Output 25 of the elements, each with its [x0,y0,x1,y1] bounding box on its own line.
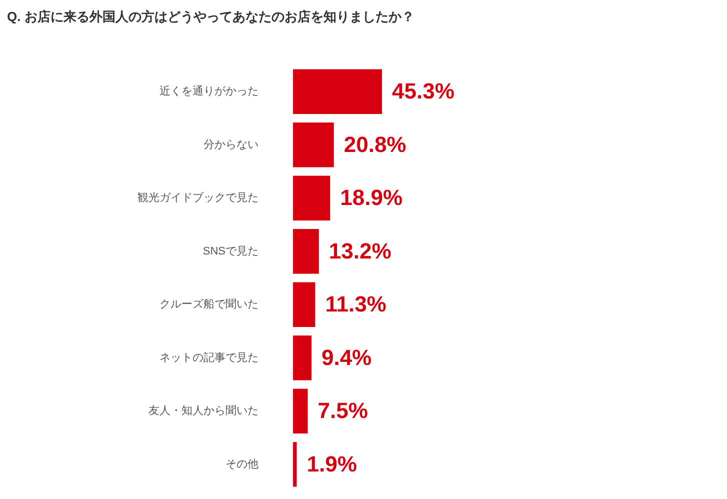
bar [293,442,297,487]
bar [293,336,312,380]
bar [293,388,308,434]
chart-title: Q. お店に来る外国人の方はどうやってあなたのお店を知りましたか？ [7,9,414,24]
data-label: 13.2% [328,238,392,264]
y-tick-label: クルーズ船で聞いた [160,298,258,311]
data-label: 20.8% [344,132,406,157]
data-label: 18.9% [340,185,403,210]
y-tick-label: 友人・知人から聞いた [148,405,258,418]
bar [293,176,330,220]
y-tick-label: SNSで見た [202,245,258,258]
data-label: 9.4% [321,344,372,370]
y-tick-label: その他 [226,458,258,470]
y-tick-label: 観光ガイドブックで見た [138,191,258,204]
bar [293,229,319,274]
bar [293,122,334,168]
data-label: 11.3% [325,292,386,317]
data-label: 7.5% [318,398,368,424]
y-tick-label: 分からない [204,138,258,151]
y-tick-label: ネットの記事で見た [160,350,258,364]
data-label: 1.9% [306,451,357,476]
bar [293,282,316,327]
y-tick-label: 近くを通りがかった [160,84,258,98]
data-label: 45.3% [392,78,454,104]
bar [293,69,382,114]
